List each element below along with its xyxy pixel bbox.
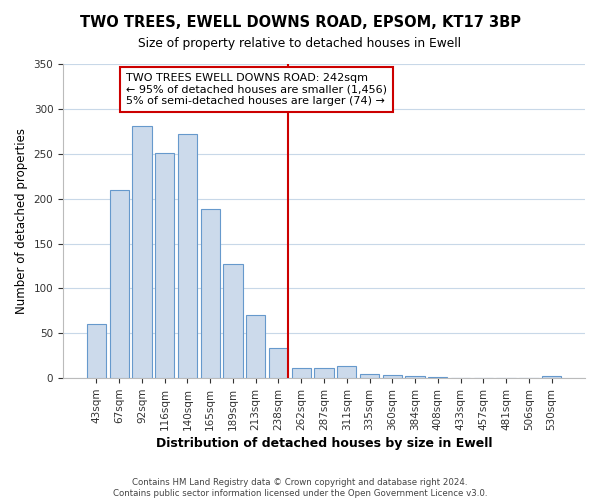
Bar [269, 348, 288, 378]
Text: Contains HM Land Registry data © Crown copyright and database right 2024.
Contai: Contains HM Land Registry data © Crown c… [113, 478, 487, 498]
Bar [360, 374, 379, 378]
Bar [155, 153, 175, 378]
Text: Size of property relative to detached houses in Ewell: Size of property relative to detached ho… [139, 38, 461, 51]
Bar [223, 264, 242, 378]
Bar [542, 376, 561, 378]
Bar [200, 210, 220, 378]
Bar [337, 366, 356, 378]
Bar [383, 374, 402, 378]
Text: TWO TREES, EWELL DOWNS ROAD, EPSOM, KT17 3BP: TWO TREES, EWELL DOWNS ROAD, EPSOM, KT17… [79, 15, 521, 30]
Bar [178, 134, 197, 378]
Bar [246, 316, 265, 378]
Bar [314, 368, 334, 378]
X-axis label: Distribution of detached houses by size in Ewell: Distribution of detached houses by size … [156, 437, 492, 450]
Y-axis label: Number of detached properties: Number of detached properties [15, 128, 28, 314]
Bar [132, 126, 152, 378]
Bar [87, 324, 106, 378]
Bar [292, 368, 311, 378]
Text: TWO TREES EWELL DOWNS ROAD: 242sqm
← 95% of detached houses are smaller (1,456)
: TWO TREES EWELL DOWNS ROAD: 242sqm ← 95%… [126, 73, 387, 106]
Bar [110, 190, 129, 378]
Bar [406, 376, 425, 378]
